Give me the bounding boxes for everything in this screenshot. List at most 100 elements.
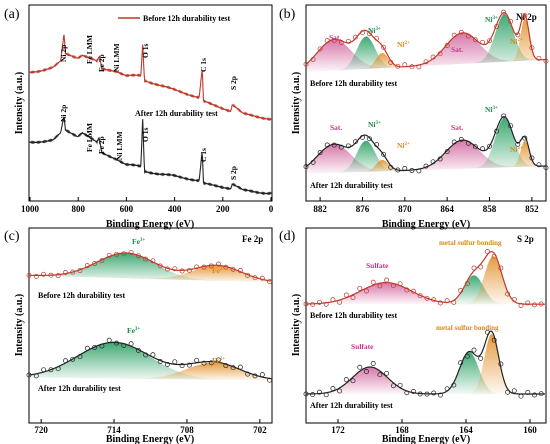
data-point bbox=[143, 352, 149, 358]
data-point bbox=[267, 279, 273, 285]
panel-d-frame bbox=[305, 227, 547, 424]
data-point bbox=[444, 386, 450, 392]
data-point bbox=[515, 141, 521, 147]
c-before-fe3: Fe3+ bbox=[132, 237, 145, 246]
data-point bbox=[323, 392, 329, 398]
data-point bbox=[310, 392, 316, 398]
panel-b-curves bbox=[303, 9, 549, 174]
data-point bbox=[316, 389, 322, 395]
data-point bbox=[252, 373, 258, 379]
data-point bbox=[216, 261, 221, 267]
data-point bbox=[337, 299, 343, 305]
x-tick-label: 800 bbox=[71, 204, 85, 214]
data-point bbox=[84, 345, 90, 351]
data-point bbox=[484, 329, 490, 335]
data-point bbox=[390, 383, 396, 389]
data-point bbox=[511, 388, 517, 394]
data-point bbox=[390, 283, 396, 289]
data-point bbox=[498, 265, 504, 271]
a-bot-c1s: C 1s bbox=[199, 148, 208, 162]
data-point bbox=[331, 37, 337, 43]
data-point bbox=[384, 370, 390, 376]
data-point bbox=[416, 168, 422, 174]
data-point bbox=[532, 392, 537, 398]
x-tick-label: 852 bbox=[525, 204, 539, 214]
data-point bbox=[360, 30, 365, 36]
data-point bbox=[409, 64, 415, 70]
b-after-sat-2: Sat. bbox=[451, 123, 463, 132]
b-after-ni3-1: Ni3+ bbox=[368, 120, 381, 129]
data-point bbox=[508, 18, 514, 24]
data-point bbox=[114, 251, 119, 257]
b-before-ni2-2: Ni2+ bbox=[510, 37, 523, 46]
data-point bbox=[245, 272, 251, 278]
data-point bbox=[201, 264, 207, 270]
data-point bbox=[360, 134, 365, 140]
data-point bbox=[480, 146, 485, 152]
fit-component-ni3-2 bbox=[306, 14, 546, 73]
data-point bbox=[345, 143, 351, 149]
c-ylabel: Intensity (a.u.) bbox=[14, 294, 25, 357]
x-tick-label: 882 bbox=[313, 204, 327, 214]
data-point bbox=[106, 337, 112, 343]
data-point bbox=[317, 46, 323, 52]
data-point bbox=[395, 63, 401, 69]
data-point bbox=[106, 252, 112, 258]
data-point bbox=[316, 299, 322, 305]
c-before-label: Before 12h durability test bbox=[38, 291, 126, 300]
data-point bbox=[370, 279, 376, 285]
data-point bbox=[471, 347, 477, 353]
x-tick-label: 1000 bbox=[21, 204, 40, 214]
data-point bbox=[367, 136, 372, 142]
data-point bbox=[128, 249, 134, 255]
data-point bbox=[48, 367, 54, 373]
data-point bbox=[252, 275, 258, 281]
data-point bbox=[63, 358, 68, 364]
data-point bbox=[303, 391, 309, 397]
data-point bbox=[480, 39, 485, 45]
data-point bbox=[230, 365, 236, 371]
data-point bbox=[529, 155, 535, 161]
x-tick-label: 160 bbox=[523, 425, 537, 435]
a-bot-o1s: O 1s bbox=[141, 128, 150, 142]
data-point bbox=[430, 159, 436, 165]
data-point bbox=[511, 296, 517, 302]
data-point bbox=[92, 261, 98, 266]
b-before-sat-2: Sat. bbox=[451, 45, 463, 54]
d-before-msb: metal sulfur bonding bbox=[439, 239, 502, 247]
data-point bbox=[543, 58, 549, 64]
data-point bbox=[143, 256, 149, 262]
d-ylabel: Intensity (a.u.) bbox=[291, 294, 302, 357]
data-point bbox=[478, 264, 484, 270]
panel-c-label: (c) bbox=[4, 229, 20, 244]
x-tick-label: 720 bbox=[34, 425, 48, 435]
data-point bbox=[464, 281, 470, 287]
fit-component-fe2 bbox=[29, 265, 272, 283]
data-point bbox=[465, 33, 471, 39]
panel-a-frame bbox=[28, 4, 273, 202]
c-title: Fe 2p bbox=[242, 234, 263, 244]
data-point bbox=[172, 359, 178, 365]
c-before-fe2: Fe2+ bbox=[212, 266, 225, 275]
panel-c-frame bbox=[28, 227, 273, 424]
data-point bbox=[424, 295, 430, 301]
legend-label-before: Before 12h durability test bbox=[143, 14, 231, 23]
a-top-ni2p: Ni 2p bbox=[59, 45, 68, 62]
data-point bbox=[128, 341, 134, 347]
a-bot-s2p: S 2p bbox=[229, 166, 238, 180]
data-point bbox=[172, 266, 178, 272]
data-point bbox=[92, 344, 98, 350]
panel-d: (d) S 2p Sulfate metal sulfur bonding Be… bbox=[279, 227, 547, 444]
c-after-label: After 12h durability test bbox=[38, 384, 121, 393]
data-point bbox=[330, 297, 336, 303]
c-x-ticks: 720 714 708 702 bbox=[34, 419, 267, 435]
data-point bbox=[377, 283, 383, 289]
data-point bbox=[416, 64, 422, 70]
data-point bbox=[303, 301, 309, 307]
data-point bbox=[538, 301, 544, 307]
data-point bbox=[179, 268, 185, 274]
fit-envelope bbox=[29, 252, 272, 282]
data-point bbox=[431, 390, 437, 396]
data-point bbox=[237, 364, 243, 370]
